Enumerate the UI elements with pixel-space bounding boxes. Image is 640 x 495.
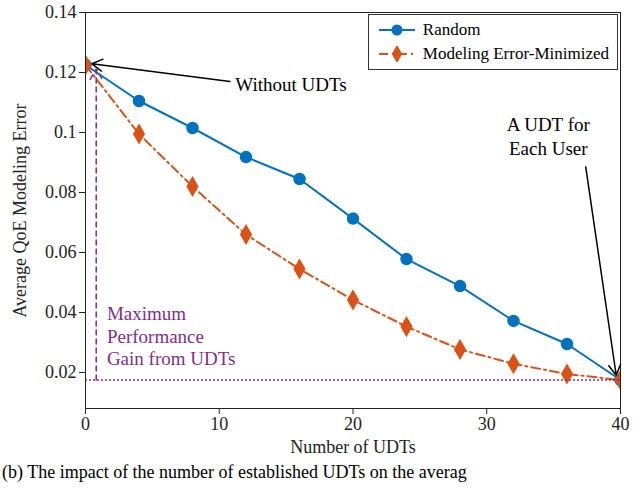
svg-text:0.06: 0.06 <box>45 242 77 262</box>
svg-text:30: 30 <box>478 414 496 434</box>
svg-text:A UDT forEach User: A UDT forEach User <box>507 114 591 159</box>
svg-text:0.08: 0.08 <box>45 182 77 202</box>
svg-text:40: 40 <box>612 414 630 434</box>
svg-text:MaximumPerformanceGain from UD: MaximumPerformanceGain from UDTs <box>107 303 235 370</box>
svg-text:0.12: 0.12 <box>45 62 77 82</box>
svg-text:0.14: 0.14 <box>45 2 77 22</box>
svg-text:20: 20 <box>344 414 362 434</box>
svg-text:10: 10 <box>210 414 228 434</box>
svg-text:0: 0 <box>81 414 90 434</box>
svg-text:Number of UDTs: Number of UDTs <box>290 437 416 457</box>
svg-text:Average QoE Modeling Error: Average QoE Modeling Error <box>10 103 30 317</box>
html-text:Random: Random <box>422 20 481 39</box>
svg-text:0.1: 0.1 <box>54 122 77 142</box>
svg-text:0.04: 0.04 <box>45 302 77 322</box>
svg-text:0.02: 0.02 <box>45 362 77 382</box>
html-text:Modeling Error-Minimized: Modeling Error-Minimized <box>422 44 609 63</box>
html-text:(b) The impact of the number o: (b) The impact of the number of establis… <box>2 462 467 482</box>
svg-text:Without UDTs: Without UDTs <box>235 74 346 95</box>
